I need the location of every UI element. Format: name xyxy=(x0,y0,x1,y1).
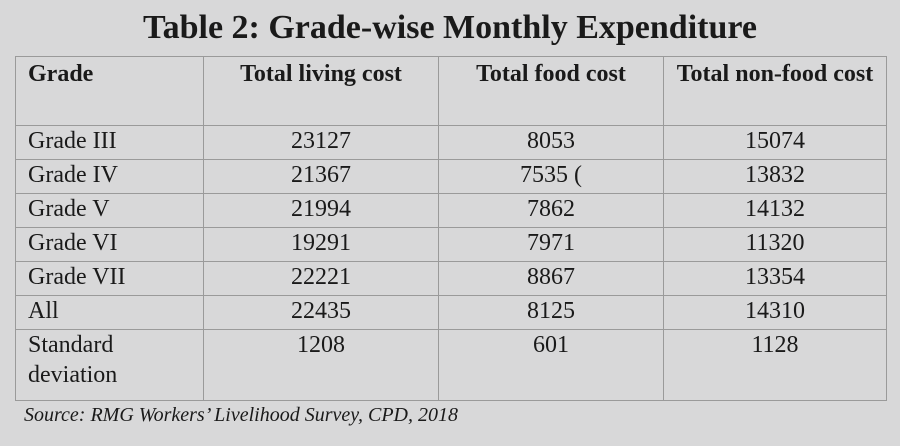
cell-grade: Grade IV xyxy=(15,159,204,194)
cell-food-cost: 7862 xyxy=(438,193,664,228)
header-food-cost: Total food cost xyxy=(438,56,664,126)
header-row: Grade Total living cost Total food cost … xyxy=(15,56,887,126)
cell-living-cost: 19291 xyxy=(203,227,439,262)
header-non-food-cost: Total non-food cost xyxy=(663,56,887,126)
cell-living-cost: 21994 xyxy=(203,193,439,228)
cell-non-food-cost: 11320 xyxy=(663,227,887,262)
cell-non-food-cost: 1128 xyxy=(663,329,887,401)
cell-grade: All xyxy=(15,295,204,330)
cell-grade: Grade VI xyxy=(15,227,204,262)
header-grade: Grade xyxy=(15,56,204,126)
cell-grade: Standard deviation xyxy=(15,329,204,401)
cell-non-food-cost: 14132 xyxy=(663,193,887,228)
cell-food-cost: 8125 xyxy=(438,295,664,330)
cell-food-cost: 8867 xyxy=(438,261,664,296)
table-row: Grade IV 21367 7535 (13832 xyxy=(15,159,887,194)
table-row: All 22435 8125 14310 xyxy=(15,295,887,330)
cell-grade: Grade VII xyxy=(15,261,204,296)
cell-food-cost: 601 xyxy=(438,329,664,401)
cell-food-cost: 7535 ( xyxy=(438,159,664,194)
cell-non-food-cost: 13832 xyxy=(663,159,887,194)
table-row: Grade VI 19291 7971 11320 xyxy=(15,227,887,262)
cell-living-cost: 21367 xyxy=(203,159,439,194)
header-living-cost: Total living cost xyxy=(203,56,439,126)
cell-living-cost: 1208 xyxy=(203,329,439,401)
table-row: Grade VII 22221 8867 13354 xyxy=(15,261,887,296)
cell-non-food-cost: 13354 xyxy=(663,261,887,296)
table-row: Standard deviation 1208 601 1128 xyxy=(15,329,887,401)
cell-grade: Grade III xyxy=(15,125,204,160)
source-note: Source: RMG Workers’ Livelihood Survey, … xyxy=(24,404,459,426)
cell-living-cost: 22221 xyxy=(203,261,439,296)
table-row: Grade III 23127 8053 15074 xyxy=(15,125,887,160)
expenditure-table: Grade Total living cost Total food cost … xyxy=(15,56,887,401)
cell-living-cost: 23127 xyxy=(203,125,439,160)
table-row: Grade V 21994 7862 14132 xyxy=(15,193,887,228)
cell-grade: Grade V xyxy=(15,193,204,228)
table-title: Table 2: Grade-wise Monthly Expenditure xyxy=(143,9,757,46)
cell-non-food-cost: 14310 xyxy=(663,295,887,330)
cell-food-cost: 7971 xyxy=(438,227,664,262)
cell-food-cost: 8053 xyxy=(438,125,664,160)
cell-non-food-cost: 15074 xyxy=(663,125,887,160)
cell-living-cost: 22435 xyxy=(203,295,439,330)
